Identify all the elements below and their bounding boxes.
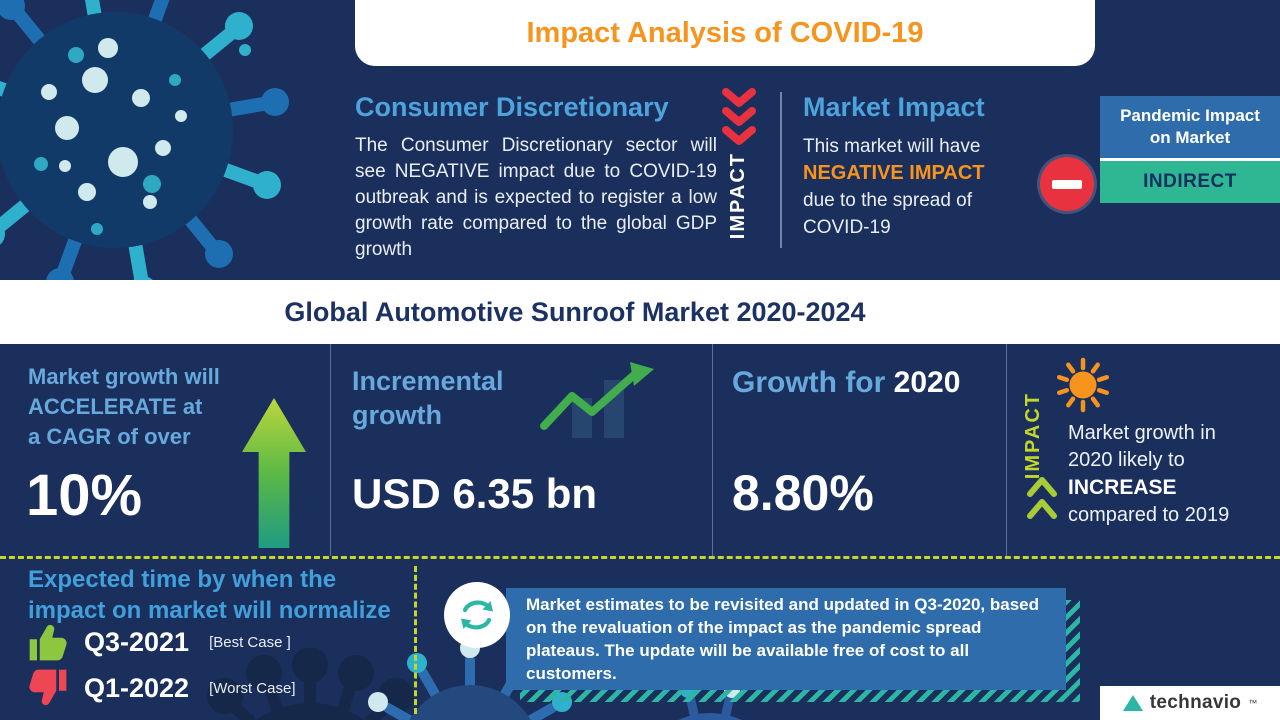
pandemic-impact-box: Pandemic Impact on Market INDIRECT [1100,96,1280,203]
trend-up-chart-icon [540,362,654,438]
cagr-value: 10% [26,463,143,528]
thumbs-down-icon [29,669,67,706]
chevrons-down-icon [722,88,756,145]
outlook-tail: compared to 2019 [1068,504,1230,526]
consumer-body-text: The Consumer Discretionary sector will s… [355,135,717,260]
worst-case-label: [Worst Case] [209,679,296,697]
growth-up-arrow-icon [242,398,306,548]
banner: Impact Analysis of COVID-19 [355,0,1095,66]
growth-2020-value: 8.80% [732,465,874,521]
pandemic-title-line1: Pandemic Impact [1120,106,1260,125]
no-entry-bar [1052,179,1082,189]
pandemic-impact-value: INDIRECT [1100,158,1280,203]
dashed-separator [0,556,1280,559]
thumbs-up-icon [29,624,67,661]
cagr-line1: Market growth will [28,364,220,389]
note-box: Market estimates to be revisited and upd… [506,588,1066,690]
banner-title: Impact Analysis of COVID-19 [526,16,924,49]
market-impact-block: Market Impact This market will have NEGA… [803,92,1103,241]
best-case-value: Q3-2021 [84,626,190,657]
cagr-line2: ACCELERATE at [28,394,203,419]
incremental-growth-value: USD 6.35 bn [352,470,598,517]
normalize-heading-line2: impact on market will normalize [28,597,391,624]
growth-2020-label: Growth for 2020 [732,366,960,400]
stats-divider-2 [712,344,713,556]
virus-icon-orange [1056,357,1110,413]
technavio-logo: technavio ™ [1100,686,1280,720]
worst-case-value: Q1-2022 [84,672,190,703]
logo-triangle-icon [1122,695,1143,711]
market-impact-line2: due to the spread of [803,190,973,211]
growth-label-year: 2020 [893,366,961,399]
title-band: Global Automotive Sunroof Market 2020-20… [0,280,1280,344]
outlook-line2: 2020 likely to [1068,449,1185,471]
consumer-heading: Consumer Discretionary [355,92,669,122]
logo-text: technavio [1149,692,1242,713]
stats-section: Market growth will ACCELERATE at a CAGR … [0,344,1280,556]
impact-vertical-label: IMPACT [727,152,749,240]
growth-label-text: Growth for [732,366,886,399]
pandemic-title-line2: on Market [1149,128,1231,147]
best-case-label: [Best Case ] [209,633,291,651]
double-chevron-up-icon [1027,477,1057,519]
cagr-text: Market growth will ACCELERATE at a CAGR … [28,362,220,452]
market-impact-line3: COVID-19 [803,217,891,238]
normalize-heading: Expected time by when the impact on mark… [28,564,391,626]
refresh-icon [461,600,493,630]
cagr-line3: a CAGR of over [28,424,191,449]
worst-case-row: Q1-2022 [Worst Case] [26,666,296,710]
bottom-vertical-divider [414,566,417,714]
stats-divider-3 [1006,344,1007,556]
top-column-divider [780,92,782,248]
incremental-growth-label: Incremental growth [352,366,504,430]
outlook-line1: Market growth in [1068,422,1216,444]
market-impact-line1: This market will have [803,136,981,157]
stats-divider-1 [330,344,331,556]
outlook-highlight: INCREASE [1068,476,1177,499]
no-entry-icon [1040,157,1094,211]
market-impact-heading: Market Impact [803,92,985,122]
market-impact-highlight: NEGATIVE IMPACT [803,162,985,184]
logo-trademark: ™ [1248,698,1258,708]
impact-vertical-label-2: IMPACT [1022,392,1044,480]
market-title: Global Automotive Sunroof Market 2020-20… [284,296,866,327]
best-case-row: Q3-2021 [Best Case ] [26,620,291,664]
refresh-badge [444,582,510,648]
outlook-text: Market growth in 2020 likely to INCREASE… [1068,420,1229,529]
note-text: Market estimates to be revisited and upd… [526,595,1040,683]
consumer-discretionary-block: Consumer Discretionary The Consumer Disc… [355,92,717,263]
coronavirus-illustration [0,0,289,304]
normalize-heading-line1: Expected time by when the [28,566,337,593]
pandemic-impact-title: Pandemic Impact on Market [1100,96,1280,158]
